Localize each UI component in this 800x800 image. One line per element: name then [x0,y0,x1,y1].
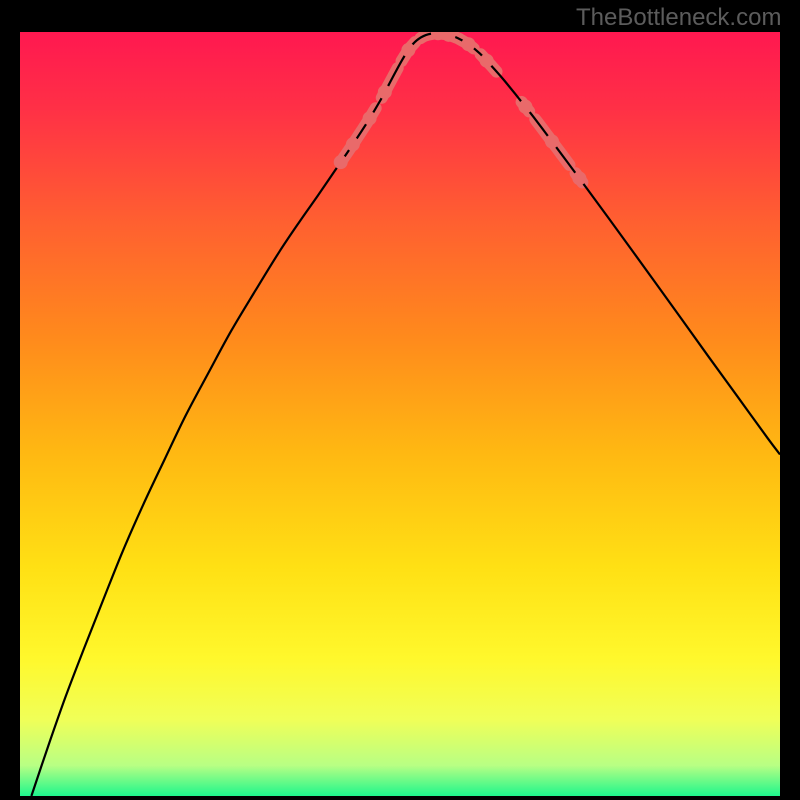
data-marker [442,28,456,42]
heat-gradient-background [20,32,780,796]
data-marker [480,54,494,68]
data-marker [346,137,360,151]
data-marker [363,111,377,125]
data-marker [378,85,392,99]
data-marker [334,155,348,169]
data-marker [461,37,475,51]
watermark-text: TheBottleneck.com [576,4,781,32]
data-marker [572,171,586,185]
data-marker [401,43,415,57]
bottleneck-curve-chart [0,0,800,800]
data-marker [518,100,532,114]
data-marker [545,135,559,149]
